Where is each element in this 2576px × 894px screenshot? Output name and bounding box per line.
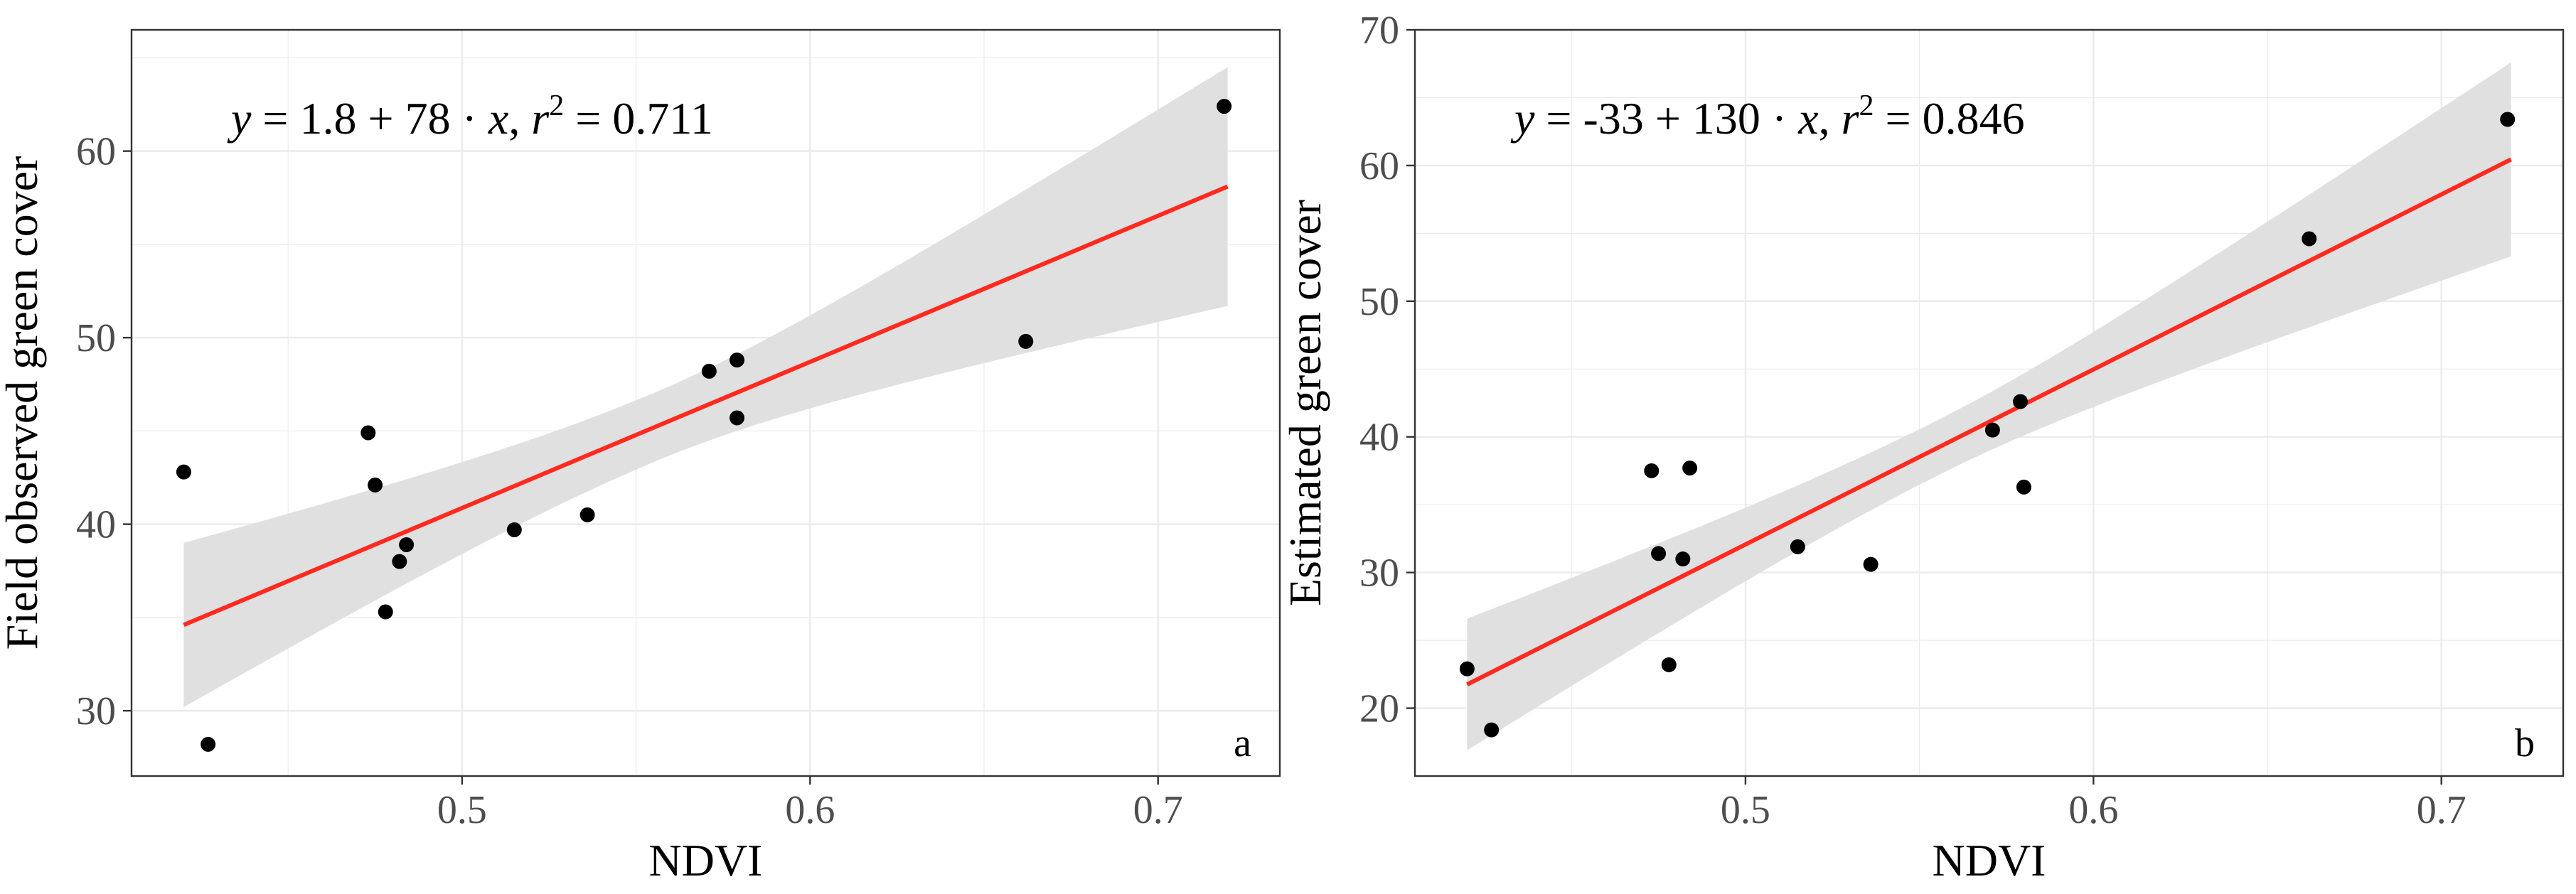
x-tick-label: 0.6: [785, 788, 835, 832]
y-tick-label: 40: [1359, 416, 1399, 460]
data-point: [360, 425, 376, 441]
y-tick-label: 40: [76, 503, 116, 547]
equation-part: = 1.8 + 78 ·: [251, 93, 488, 144]
x-axis-title: NDVI: [1933, 835, 2046, 885]
panel-letter: b: [2515, 721, 2535, 765]
x-tick-label: 0.5: [437, 788, 487, 832]
data-point: [176, 464, 191, 480]
data-point: [1644, 463, 1660, 478]
y-tick-label: 50: [1359, 280, 1399, 324]
regression-equation: y = 1.8 + 78 · x, r2 = 0.711: [227, 90, 713, 144]
data-point: [2500, 112, 2516, 127]
data-point: [1651, 546, 1667, 561]
x-axis-title: NDVI: [649, 835, 763, 885]
data-point: [729, 410, 745, 426]
data-point: [392, 554, 407, 569]
confidence-band: [183, 67, 1228, 707]
equation-superscript: 2: [549, 90, 564, 122]
x-tick-label: 0.7: [2417, 788, 2467, 832]
y-tick-label: 20: [1359, 687, 1399, 731]
equation-part: ,: [1819, 93, 1842, 144]
panel-b: 0.5 0.6 0.7 20 30 40 50 60 70 NDVI Estimated green…: [1280, 9, 2565, 885]
equation-suffix: = 0.711: [564, 93, 713, 144]
y-tick-label: 50: [76, 316, 116, 360]
data-point: [378, 604, 393, 620]
panel-a: 0.5 0.6 0.7 30 40 50 60 NDVI Field observed gree…: [0, 28, 1281, 885]
data-point: [1984, 422, 2000, 438]
y-tick-label: 30: [76, 689, 116, 733]
panel-border: [130, 28, 1281, 777]
equation-part: r: [531, 93, 550, 144]
regression-equation: y = -33 + 130 · x, r2 = 0.846: [1510, 90, 2025, 144]
regression-line: [183, 184, 1229, 628]
x-tick-label: 0.6: [2068, 788, 2118, 832]
data-point: [2013, 394, 2029, 409]
regression-line: [1466, 157, 2512, 686]
data-point: [201, 736, 216, 752]
data-point: [579, 507, 595, 522]
panel-letter: a: [1234, 721, 1251, 765]
data-point: [729, 352, 745, 368]
y-tick-label: 60: [1359, 144, 1399, 188]
data-point: [399, 537, 415, 552]
equation-part: x: [488, 93, 508, 144]
x-tick-label: 0.5: [1721, 788, 1770, 832]
y-tick-label: 30: [1359, 551, 1399, 596]
equation-part: x: [1797, 93, 1818, 144]
data-point: [2302, 231, 2317, 247]
data-point: [506, 522, 522, 537]
data-point: [701, 363, 717, 379]
equation-part: = -33 + 130 ·: [1534, 93, 1798, 144]
data-point: [1682, 461, 1698, 476]
equation-part: y: [227, 93, 252, 144]
equation-part: ,: [508, 93, 531, 144]
panel-border: [1413, 28, 2565, 777]
data-point: [1863, 556, 1878, 572]
data-point: [1459, 661, 1475, 677]
equation-suffix: = 0.846: [1874, 93, 2025, 144]
x-tick-label: 0.7: [1133, 788, 1183, 832]
y-axis-title: Field observed green cover: [0, 156, 47, 650]
y-tick-label: 70: [1359, 9, 1399, 53]
data-point: [1790, 539, 1805, 554]
data-point: [2016, 479, 2031, 495]
confidence-band: [1467, 62, 2511, 750]
equation-part: r: [1842, 93, 1860, 144]
y-axis-title: Estimated green cover: [1280, 200, 1330, 606]
data-point: [1675, 551, 1691, 567]
equation-superscript: 2: [1859, 90, 1874, 122]
data-point: [368, 478, 383, 492]
equation-part: y: [1510, 93, 1535, 144]
data-point: [1018, 333, 1034, 349]
data-point: [1217, 99, 1232, 114]
data-point: [1484, 722, 1500, 738]
y-tick-label: 60: [76, 130, 116, 174]
data-point: [1661, 657, 1677, 672]
